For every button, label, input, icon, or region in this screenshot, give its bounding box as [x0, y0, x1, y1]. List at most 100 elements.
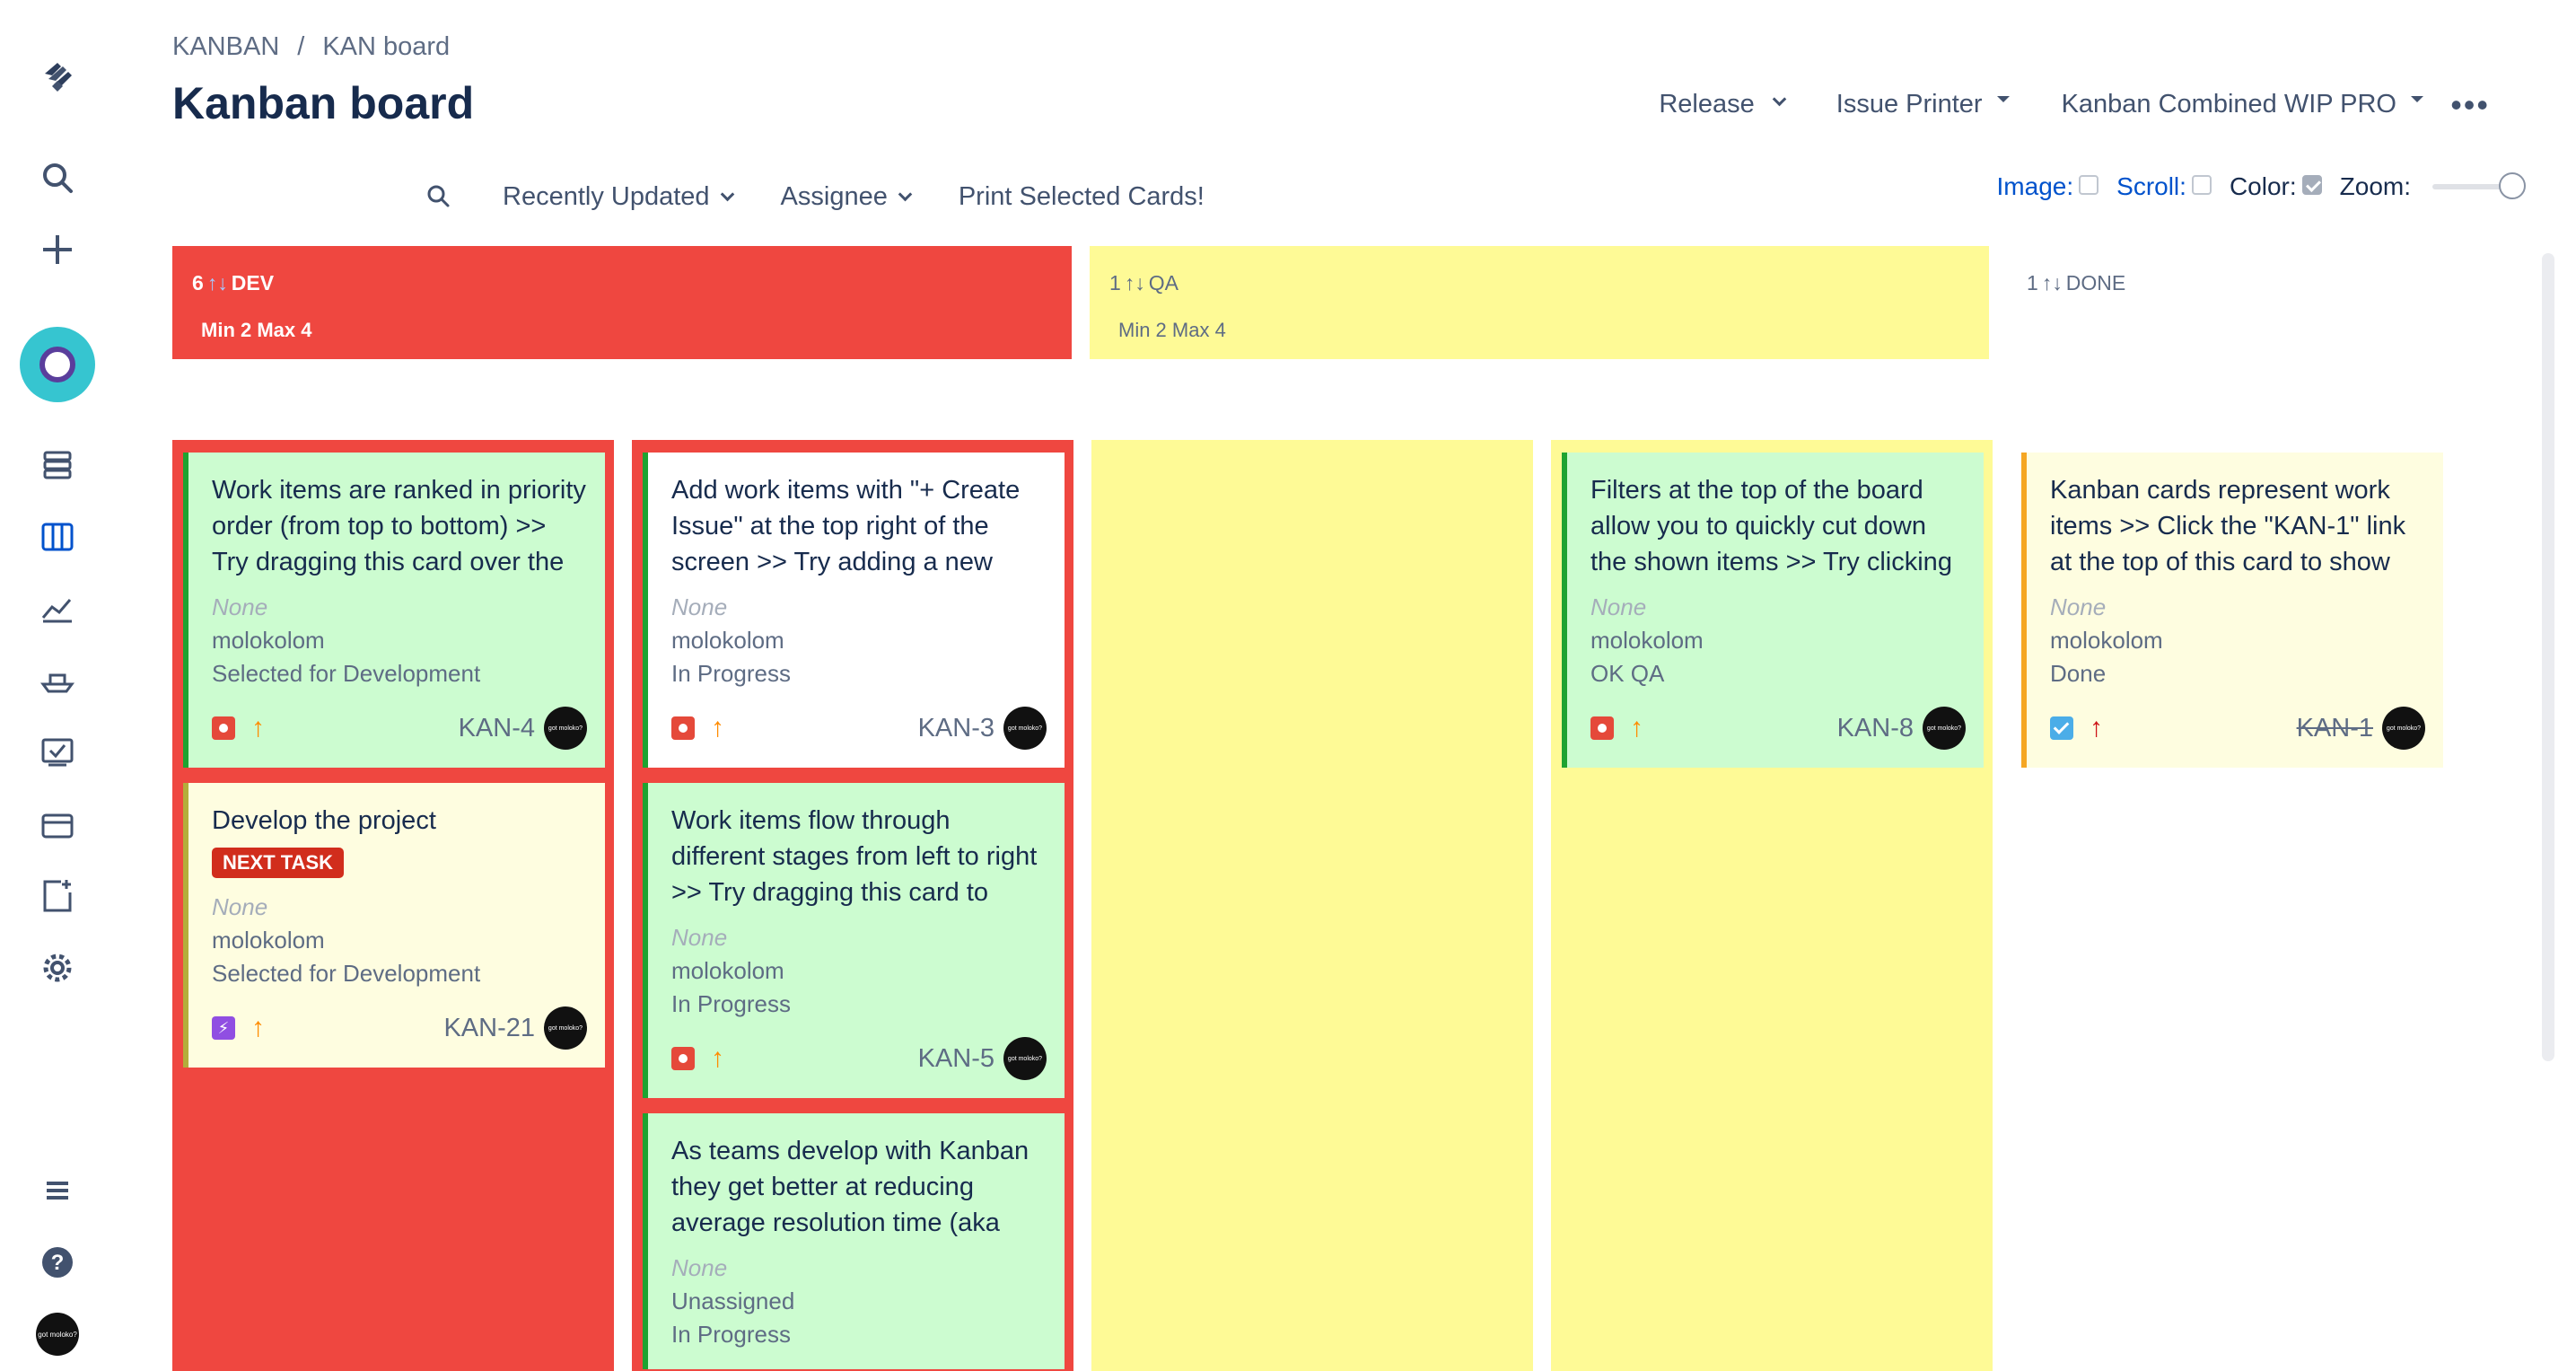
add-page-icon[interactable]: [36, 874, 79, 918]
sort-arrows-icon[interactable]: ↑↓: [206, 271, 228, 294]
column-limits: Min 2 Max 4: [201, 319, 312, 341]
issues-checklist-icon[interactable]: [36, 731, 79, 774]
assignee-avatar[interactable]: got moloko?: [1923, 707, 1966, 750]
issue-card[interactable]: Filters at the top of the board allow yo…: [1562, 453, 1984, 768]
card-meta: None molokolom In Progress: [671, 591, 1047, 690]
caret-down-icon: [2411, 96, 2423, 102]
settings-gear-icon[interactable]: [36, 946, 79, 989]
card-summary: As teams develop with Kanban they get be…: [671, 1137, 1030, 1237]
column-header-done[interactable]: 1 ↑↓ DONE: [2007, 246, 2492, 359]
assignee-avatar[interactable]: got moloko?: [544, 1006, 587, 1050]
card-summary: Add work items with "+ Create Issue" at …: [671, 476, 1021, 576]
sort-arrows-icon[interactable]: ↑↓: [1124, 271, 1145, 294]
color-checkbox[interactable]: [2301, 175, 2322, 195]
issue-key-link[interactable]: KAN-4: [458, 713, 535, 743]
column-count: 1: [2027, 271, 2038, 294]
column-dev-in-progress: Add work items with "+ Create Issue" at …: [632, 440, 1073, 1371]
card-meta: None molokolom In Progress: [671, 921, 1047, 1021]
issue-key-link[interactable]: KAN-8: [1836, 713, 1914, 743]
issue-printer-label: Issue Printer: [1836, 90, 1983, 119]
breadcrumb: KANBAN / KAN board: [172, 32, 450, 62]
card-assignee: molokolom: [212, 927, 325, 954]
recently-updated-label: Recently Updated: [503, 181, 710, 211]
column-header-dev[interactable]: 6 ↑↓ DEV Min 2 Max 4: [172, 246, 1072, 359]
recently-updated-filter[interactable]: Recently Updated: [503, 181, 734, 212]
scroll-checkbox[interactable]: [2191, 175, 2212, 195]
board-columns-icon[interactable]: [36, 515, 79, 558]
card-status: OK QA: [1590, 660, 1665, 687]
column-header-qa[interactable]: 1 ↑↓ QA Min 2 Max 4: [1090, 246, 1989, 359]
chevron-down-icon: [898, 187, 913, 201]
bug-type-icon: [671, 716, 695, 740]
assignee-filter[interactable]: Assignee: [781, 182, 913, 212]
issue-card[interactable]: Work items flow through different stages…: [643, 783, 1065, 1098]
avatar-eye-icon: [39, 347, 75, 382]
menu-hamburger-icon[interactable]: [36, 1169, 79, 1212]
assignee-avatar[interactable]: got moloko?: [544, 707, 587, 750]
card-meta: None Unassigned In Progress: [671, 1252, 1047, 1351]
zoom-slider[interactable]: [2432, 172, 2526, 199]
card-fix-version: None: [671, 924, 728, 951]
card-assignee: molokolom: [671, 627, 784, 654]
reports-chart-icon[interactable]: [36, 587, 79, 630]
issue-printer-dropdown[interactable]: Issue Printer: [1836, 90, 2010, 119]
zoom-slider-thumb[interactable]: [2499, 172, 2526, 199]
search-icon[interactable]: [424, 181, 454, 212]
breadcrumb-project[interactable]: KANBAN: [172, 32, 280, 61]
page-title: Kanban board: [172, 78, 475, 128]
issue-key-link[interactable]: KAN-3: [917, 713, 994, 743]
releases-ship-icon[interactable]: [36, 659, 79, 702]
column-dev-selected: Work items are ranked in priority order …: [172, 440, 614, 1371]
color-option[interactable]: Color:: [2230, 172, 2322, 201]
bug-type-icon: [1590, 716, 1614, 740]
svg-text:?: ?: [51, 1251, 65, 1275]
scroll-option[interactable]: Scroll:: [2116, 172, 2212, 201]
epic-lightning-icon: ⚡: [212, 1016, 235, 1040]
backlog-icon[interactable]: [36, 444, 79, 487]
issue-key-link[interactable]: KAN-1: [2296, 713, 2373, 743]
issue-card[interactable]: Work items are ranked in priority order …: [183, 453, 605, 768]
user-avatar[interactable]: got moloko?: [36, 1313, 79, 1356]
create-plus-icon[interactable]: [36, 228, 79, 271]
issue-key-link[interactable]: KAN-21: [443, 1013, 535, 1042]
issue-card[interactable]: As teams develop with Kanban they get be…: [643, 1113, 1065, 1369]
card-meta: None molokolom Selected for Development: [212, 591, 587, 690]
card-status: Done: [2050, 660, 2107, 687]
search-icon[interactable]: [36, 156, 79, 199]
assignee-avatar[interactable]: got moloko?: [1003, 707, 1047, 750]
assignee-avatar[interactable]: got moloko?: [1003, 1037, 1047, 1080]
column-qa-ok: Filters at the top of the board allow yo…: [1551, 440, 1993, 1371]
card-fix-version: None: [2050, 593, 2107, 620]
board-scrollbar[interactable]: [2542, 253, 2554, 1061]
help-icon[interactable]: ?: [36, 1241, 79, 1284]
jira-logo-icon[interactable]: [36, 56, 79, 99]
project-avatar[interactable]: [20, 327, 95, 402]
sort-arrows-icon[interactable]: ↑↓: [2041, 271, 2063, 294]
more-options-icon[interactable]: •••: [2450, 86, 2490, 123]
components-box-icon[interactable]: [36, 803, 79, 846]
card-fix-version: None: [1590, 593, 1647, 620]
scroll-label: Scroll:: [2116, 172, 2186, 200]
assignee-avatar[interactable]: got moloko?: [2382, 707, 2425, 750]
card-status: In Progress: [671, 1321, 791, 1348]
issue-card[interactable]: Kanban cards represent work items >> Cli…: [2021, 453, 2443, 768]
issue-card[interactable]: Develop the project NEXT TASK None molok…: [183, 783, 605, 1068]
card-summary: Filters at the top of the board allow yo…: [1590, 476, 1952, 576]
card-assignee: molokolom: [1590, 627, 1704, 654]
filter-bar: Recently Updated Assignee Print Selected…: [424, 181, 1205, 212]
wip-label: Kanban Combined WIP PRO: [2061, 90, 2396, 119]
release-dropdown[interactable]: Release: [1659, 90, 1787, 119]
print-selected-button[interactable]: Print Selected Cards!: [958, 181, 1205, 211]
card-meta: None molokolom Done: [2050, 591, 2425, 690]
release-label: Release: [1659, 90, 1755, 119]
issue-key-link[interactable]: KAN-5: [917, 1043, 994, 1073]
breadcrumb-board[interactable]: KAN board: [322, 32, 451, 61]
image-option[interactable]: Image:: [1997, 172, 2099, 201]
issue-card[interactable]: Add work items with "+ Create Issue" at …: [643, 453, 1065, 768]
caret-down-icon: [1996, 96, 2010, 102]
image-checkbox[interactable]: [2079, 175, 2099, 195]
card-status: Selected for Development: [212, 660, 481, 687]
wip-dropdown[interactable]: Kanban Combined WIP PRO: [2062, 90, 2423, 119]
card-label-badge: NEXT TASK: [212, 848, 345, 878]
card-summary: Work items are ranked in priority order …: [212, 476, 586, 576]
